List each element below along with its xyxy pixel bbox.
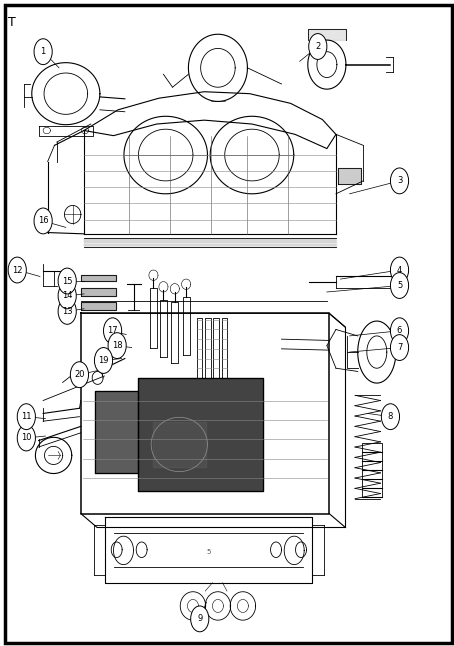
Circle shape [390,318,409,344]
Text: 15: 15 [62,276,73,286]
Circle shape [58,298,76,324]
Text: 13: 13 [62,307,73,316]
Circle shape [17,425,35,451]
Circle shape [390,168,409,194]
Circle shape [309,34,327,59]
Text: 14: 14 [62,291,73,300]
Polygon shape [81,275,116,281]
Text: 20: 20 [74,370,85,379]
Text: 8: 8 [388,412,393,421]
Text: 7: 7 [397,343,402,352]
Circle shape [390,335,409,360]
Text: 16: 16 [38,216,49,225]
Circle shape [8,257,26,283]
Polygon shape [308,29,346,40]
Text: 12: 12 [12,266,23,275]
Text: 10: 10 [21,433,32,443]
Text: 11: 11 [21,412,32,421]
Circle shape [58,268,76,294]
Polygon shape [338,168,361,184]
Circle shape [191,606,209,632]
Polygon shape [81,302,116,310]
Circle shape [34,208,52,234]
Circle shape [381,404,400,430]
Polygon shape [138,378,263,491]
Polygon shape [81,288,116,296]
Text: 3: 3 [397,176,402,185]
Text: 5: 5 [207,549,211,556]
Text: 9: 9 [197,614,202,623]
Text: T: T [8,16,16,29]
Circle shape [390,273,409,298]
Circle shape [70,362,89,388]
Text: 1: 1 [40,47,46,56]
Text: 4: 4 [397,266,402,275]
Circle shape [17,404,35,430]
Text: 19: 19 [98,356,109,365]
Circle shape [390,257,409,283]
Text: 17: 17 [107,326,118,335]
Text: 18: 18 [112,341,123,350]
Circle shape [34,39,52,65]
Text: 5: 5 [397,281,402,290]
Circle shape [104,318,122,344]
Circle shape [94,348,113,373]
Text: 2: 2 [315,42,321,51]
Polygon shape [95,391,138,473]
Polygon shape [84,238,336,247]
Polygon shape [153,422,206,467]
Circle shape [58,283,76,309]
Circle shape [108,333,126,359]
Text: 6: 6 [397,326,402,335]
